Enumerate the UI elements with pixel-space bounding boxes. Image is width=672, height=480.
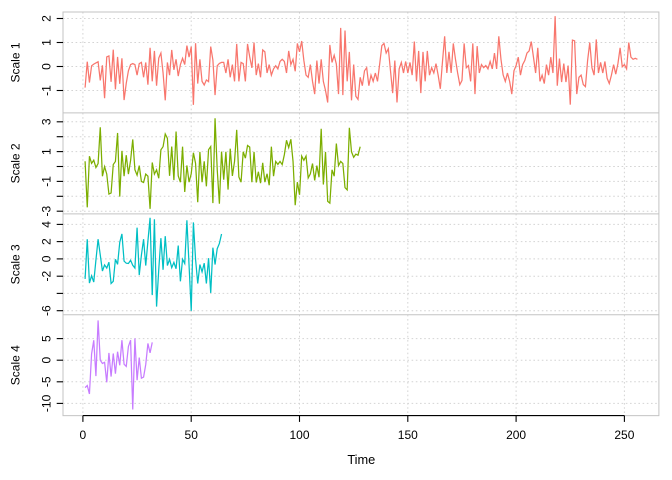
svg-text:2: 2 xyxy=(40,238,54,245)
svg-text:50: 50 xyxy=(185,428,199,442)
svg-text:1: 1 xyxy=(40,148,54,155)
svg-text:5: 5 xyxy=(40,335,54,342)
svg-text:-5: -5 xyxy=(40,376,54,387)
svg-text:100: 100 xyxy=(289,428,309,442)
svg-text:Time: Time xyxy=(347,452,375,467)
svg-text:-6: -6 xyxy=(40,305,54,316)
svg-text:-3: -3 xyxy=(40,206,54,217)
svg-text:Scale 1: Scale 1 xyxy=(9,42,23,82)
svg-text:3: 3 xyxy=(40,118,54,125)
svg-text:250: 250 xyxy=(614,428,634,442)
svg-text:2: 2 xyxy=(40,15,54,22)
svg-text:-1: -1 xyxy=(40,85,54,96)
svg-text:150: 150 xyxy=(398,428,418,442)
svg-text:-2: -2 xyxy=(40,271,54,282)
svg-text:Scale 4: Scale 4 xyxy=(9,345,23,385)
svg-text:0: 0 xyxy=(40,255,54,262)
svg-text:0: 0 xyxy=(40,357,54,364)
svg-text:4: 4 xyxy=(40,221,54,228)
svg-text:200: 200 xyxy=(506,428,526,442)
svg-text:0: 0 xyxy=(80,428,87,442)
svg-text:Scale 2: Scale 2 xyxy=(9,143,23,183)
svg-text:1: 1 xyxy=(40,39,54,46)
svg-text:Scale 3: Scale 3 xyxy=(9,244,23,284)
svg-text:0: 0 xyxy=(40,63,54,70)
svg-text:-10: -10 xyxy=(40,394,54,412)
svg-text:-1: -1 xyxy=(40,176,54,187)
